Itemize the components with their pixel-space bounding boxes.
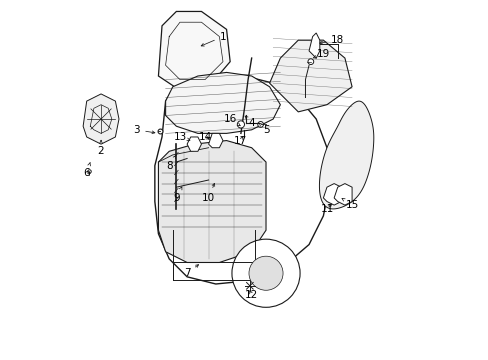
Text: 14: 14: [198, 132, 211, 142]
Circle shape: [307, 59, 313, 64]
Circle shape: [237, 121, 244, 128]
Text: 1: 1: [201, 32, 226, 46]
Text: 7: 7: [183, 265, 198, 278]
Text: 13: 13: [173, 132, 189, 142]
Text: 9: 9: [173, 187, 182, 203]
Polygon shape: [158, 12, 230, 90]
Text: 15: 15: [341, 198, 358, 210]
Polygon shape: [308, 33, 319, 58]
Text: 8: 8: [165, 156, 176, 171]
Text: 3: 3: [133, 125, 155, 135]
Polygon shape: [165, 72, 280, 134]
Polygon shape: [83, 94, 119, 144]
Text: 18: 18: [319, 35, 344, 45]
Text: 6: 6: [83, 162, 90, 178]
Text: 16: 16: [223, 114, 240, 126]
Text: 17: 17: [234, 136, 247, 145]
Circle shape: [248, 256, 283, 290]
Polygon shape: [323, 184, 341, 205]
Circle shape: [231, 239, 300, 307]
Text: 10: 10: [202, 183, 215, 203]
Text: 2: 2: [98, 140, 104, 156]
Text: 5: 5: [259, 123, 269, 135]
Polygon shape: [158, 140, 265, 262]
Polygon shape: [333, 184, 351, 205]
Text: 19: 19: [313, 49, 329, 59]
Text: 11: 11: [320, 204, 333, 214]
Circle shape: [257, 122, 263, 127]
Polygon shape: [155, 76, 330, 284]
Text: 4: 4: [244, 116, 254, 128]
Polygon shape: [269, 40, 351, 112]
Text: 12: 12: [244, 290, 258, 300]
Polygon shape: [187, 137, 201, 151]
Polygon shape: [319, 101, 373, 209]
Polygon shape: [208, 134, 223, 148]
